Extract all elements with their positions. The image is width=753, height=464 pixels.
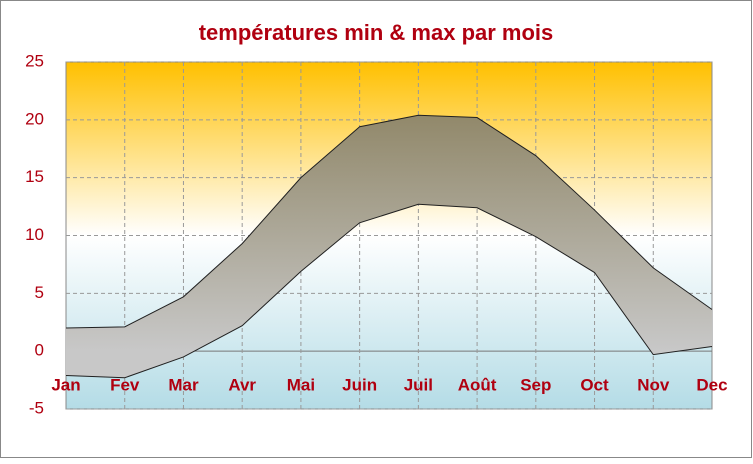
- range-band: [66, 115, 712, 378]
- x-tick-label: Mar: [168, 376, 199, 395]
- series-line: [65, 203, 713, 379]
- x-tick-label: Avr: [228, 376, 256, 395]
- x-tick-label: Juin: [342, 376, 377, 395]
- x-tick-label: Fev: [110, 376, 140, 395]
- y-tick-label: -5: [29, 398, 44, 417]
- x-tick-label: Nov: [637, 376, 670, 395]
- y-tick-label: 10: [25, 225, 44, 244]
- x-tick-label: Sep: [520, 376, 551, 395]
- x-tick-label: Oct: [580, 376, 609, 395]
- series-line: [65, 114, 713, 329]
- x-tick-label: Août: [458, 376, 497, 395]
- y-tick-label: 20: [25, 109, 44, 128]
- x-tick-label: Mai: [287, 376, 315, 395]
- y-tick-label: 25: [25, 51, 44, 70]
- x-tick-label: Dec: [696, 376, 727, 395]
- x-tick-label: Juil: [404, 376, 433, 395]
- y-tick-label: 5: [35, 283, 44, 302]
- chart-title: températures min & max par mois: [199, 20, 554, 45]
- y-tick-label: 15: [25, 167, 44, 186]
- x-tick-label: Jan: [51, 376, 80, 395]
- y-tick-label: 0: [35, 341, 44, 360]
